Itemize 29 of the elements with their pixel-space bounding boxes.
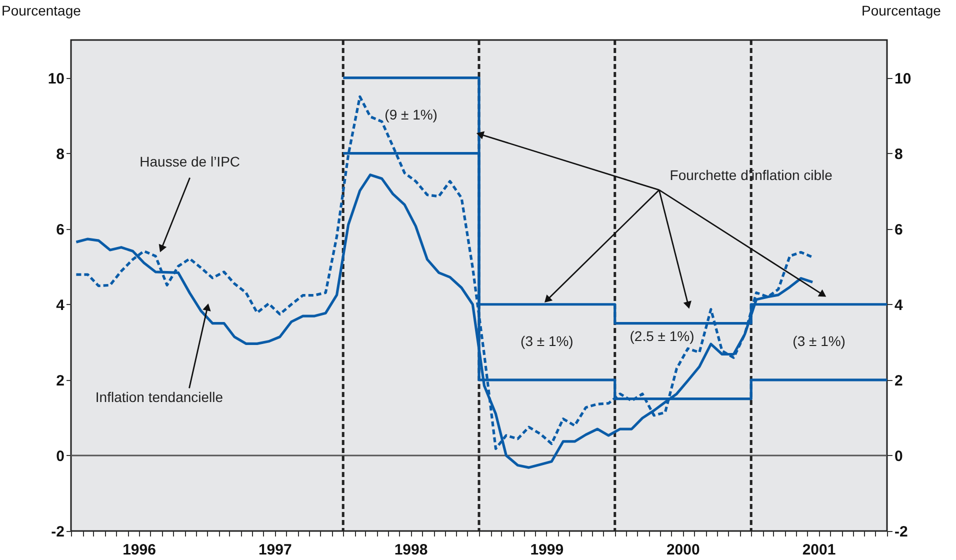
x-tick-label: 1999 [530, 542, 564, 558]
y-tick-label: 4 [56, 296, 66, 314]
y2-tick-label: 10 [894, 70, 912, 88]
y-tick-label: -2 [51, 524, 64, 540]
annotation: Hausse de l’IPC [140, 154, 240, 170]
y2-tick-label: 8 [894, 146, 903, 163]
annotation: (3 ± 1%) [520, 333, 574, 350]
y-tick-label: 2 [56, 372, 64, 390]
annotation: Inflation tendancielle [95, 389, 224, 406]
y2-axis-title: Pourcentage [862, 2, 942, 18]
x-tick-label: 1998 [394, 542, 428, 558]
y-tick-label: 10 [48, 70, 64, 88]
annotation: Fourchette d’inflation cible [670, 166, 833, 183]
y-axis-title: Pourcentage [2, 2, 82, 18]
y2-tick-label: 0 [894, 448, 903, 465]
annotation: (2.5 ± 1%) [630, 328, 694, 344]
annotation: (9 ± 1%) [384, 106, 438, 123]
y2-tick-label: 4 [894, 296, 904, 314]
y-tick-label: 6 [56, 221, 64, 238]
y2-tick-label: 2 [894, 372, 903, 390]
y2-tick-label: -2 [894, 524, 908, 540]
y-tick-label: 8 [56, 146, 64, 163]
x-tick-label: 2000 [666, 542, 700, 558]
annotation: (3 ± 1%) [792, 333, 846, 350]
y2-tick-label: 6 [894, 221, 903, 238]
y-tick-label: 0 [56, 448, 64, 465]
x-tick-label: 1996 [122, 542, 156, 558]
x-tick-label: 1997 [258, 542, 292, 558]
x-tick-label: 2001 [802, 542, 836, 558]
